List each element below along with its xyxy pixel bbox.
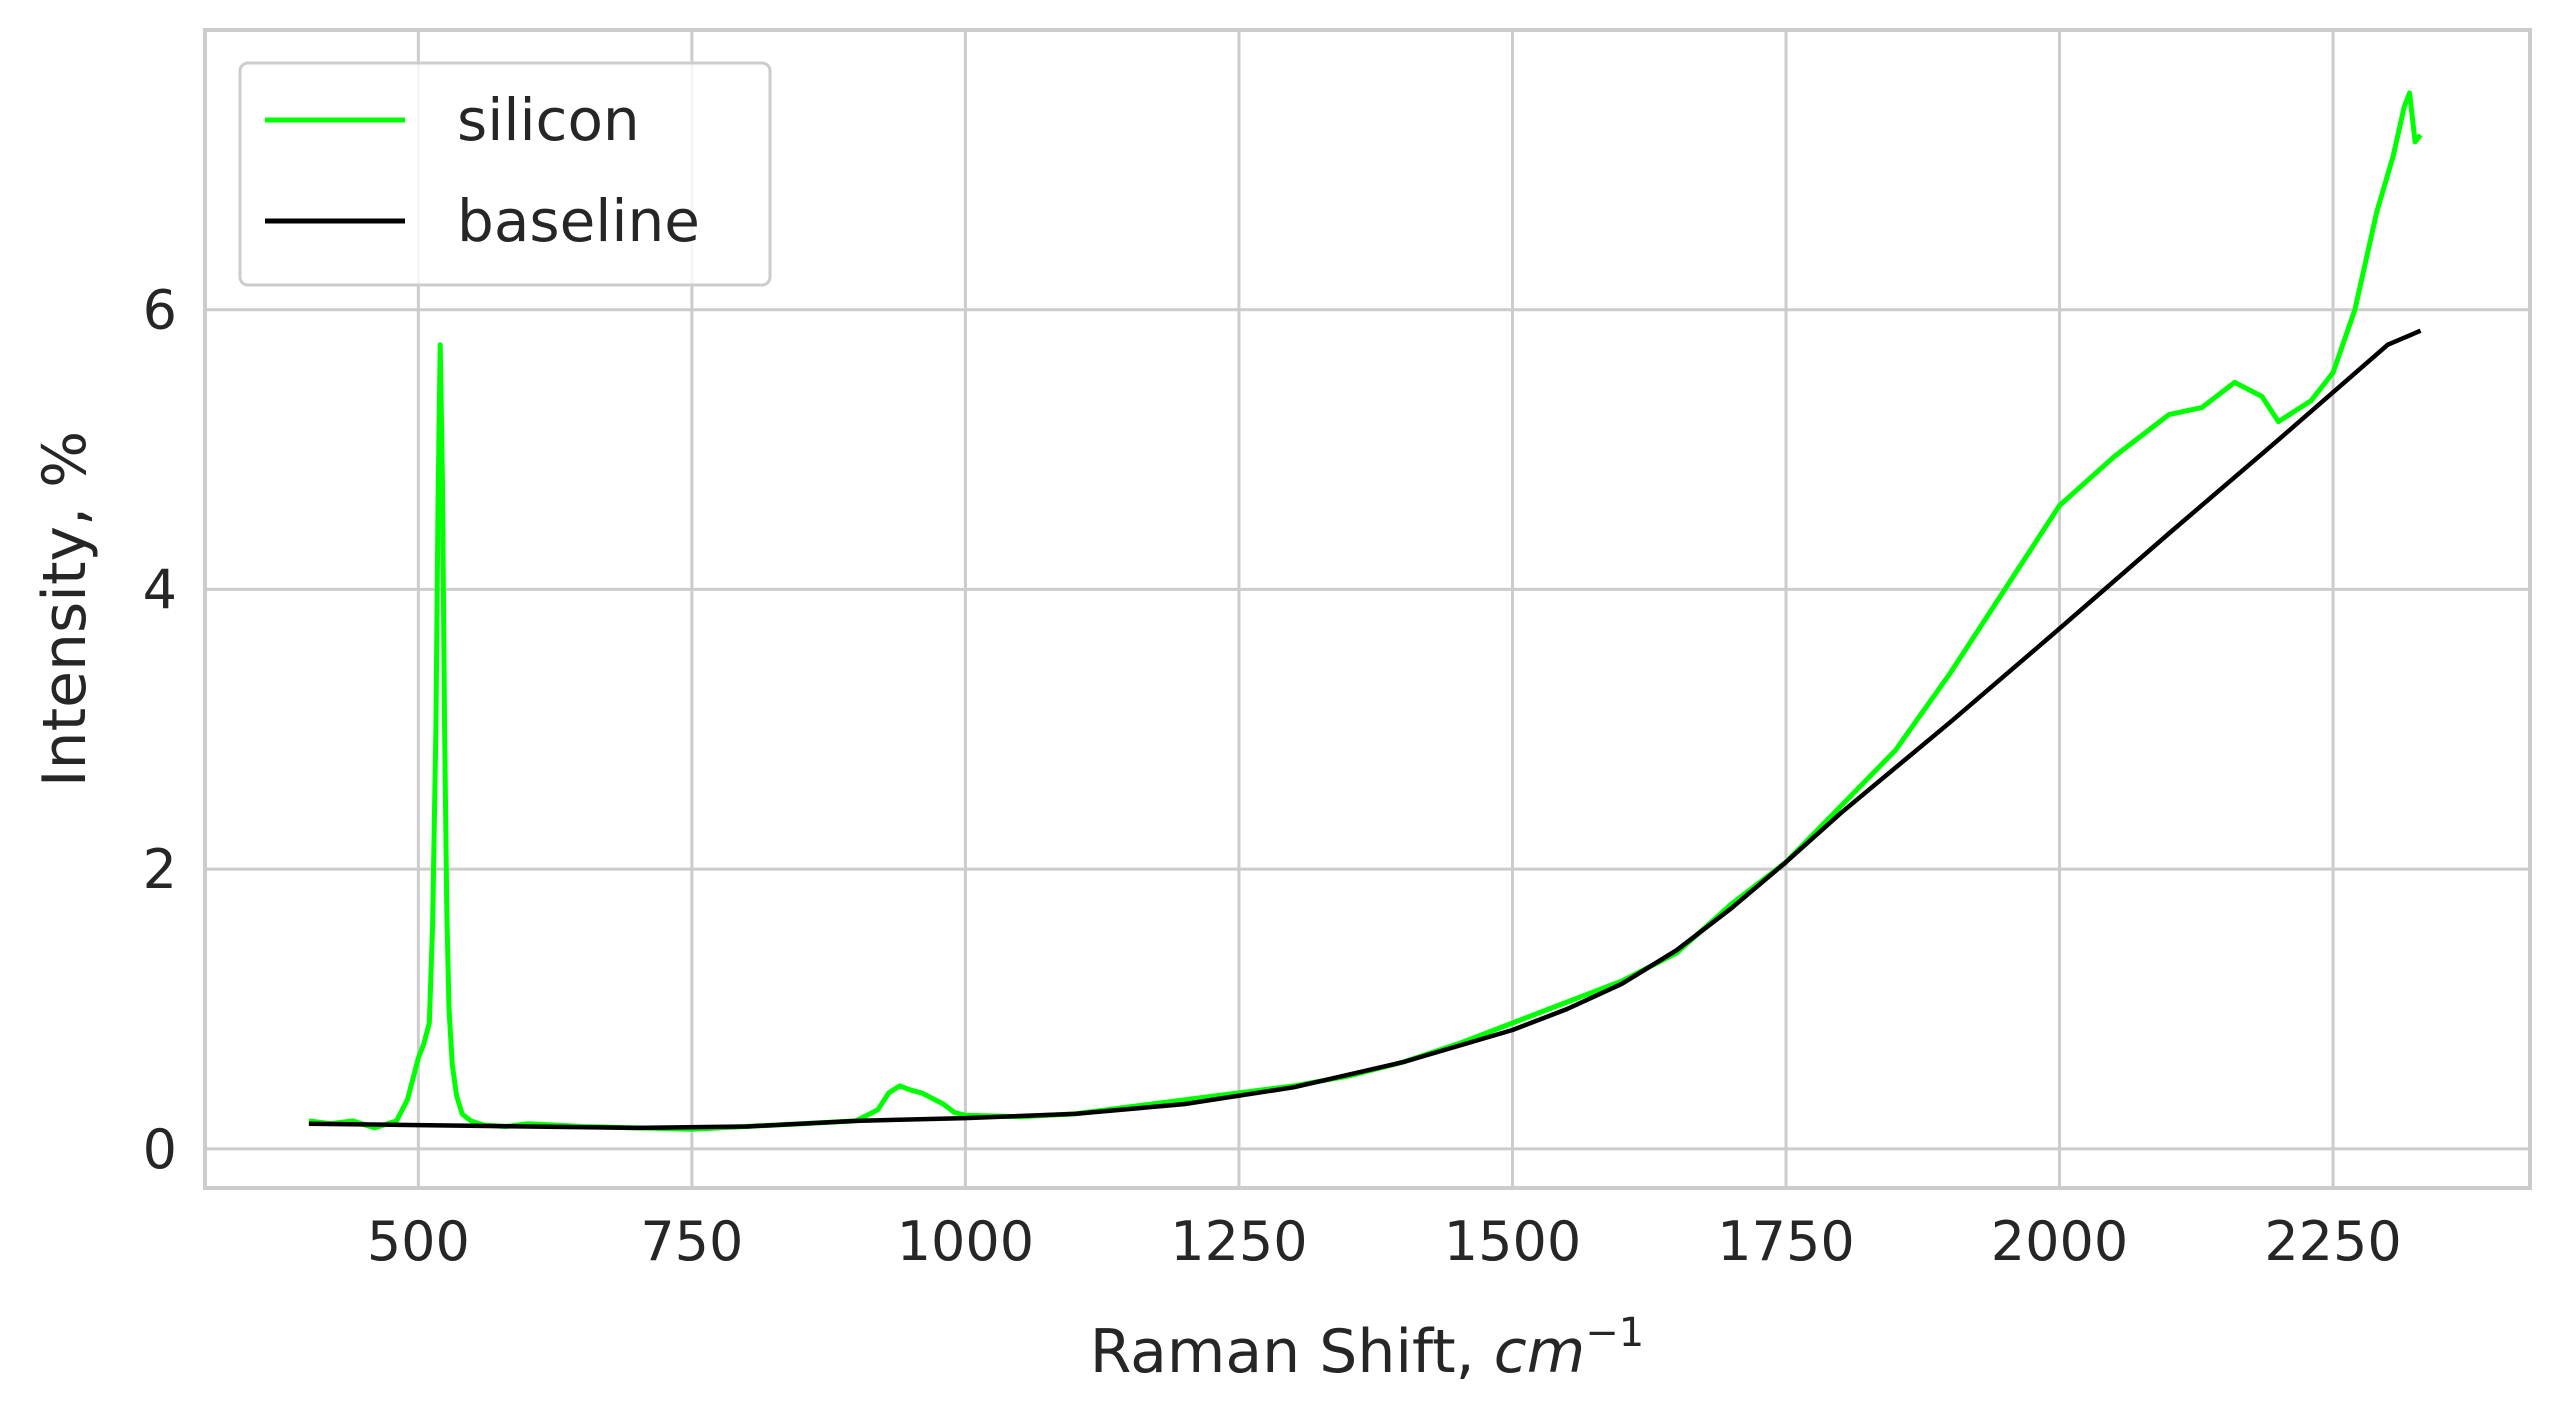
x-tick-label: 1500 bbox=[1444, 1210, 1581, 1273]
y-tick-label: 2 bbox=[143, 838, 177, 901]
series-layer bbox=[308, 90, 2423, 1132]
x-tick-labels: 500 750 1000 1250 1500 1750 2000 2250 bbox=[367, 1210, 2402, 1273]
y-tick-label: 0 bbox=[143, 1118, 177, 1181]
legend-label-silicon: silicon bbox=[457, 86, 640, 154]
x-axis-title: Raman Shift, cm−1 bbox=[1090, 1310, 1644, 1387]
y-axis-title: Intensity, % bbox=[30, 431, 100, 787]
x-tick-label: 2000 bbox=[1991, 1210, 2128, 1273]
series-line-baseline bbox=[308, 328, 2422, 1131]
y-tick-label: 4 bbox=[143, 558, 177, 621]
series-baseline bbox=[308, 328, 2422, 1131]
legend-label-baseline: baseline bbox=[457, 187, 700, 255]
x-tick-label: 1250 bbox=[1170, 1210, 1307, 1273]
x-tick-label: 1750 bbox=[1717, 1210, 1854, 1273]
y-tick-labels: 0 2 4 6 bbox=[143, 279, 177, 1181]
legend: silicon baseline bbox=[238, 61, 772, 287]
series-line-silicon bbox=[308, 90, 2423, 1132]
series-silicon bbox=[308, 90, 2423, 1132]
y-tick-label: 6 bbox=[143, 279, 177, 342]
x-tick-label: 1000 bbox=[897, 1210, 1034, 1273]
x-tick-label: 750 bbox=[640, 1210, 743, 1273]
x-tick-label: 2250 bbox=[2264, 1210, 2401, 1273]
x-tick-label: 500 bbox=[367, 1210, 470, 1273]
